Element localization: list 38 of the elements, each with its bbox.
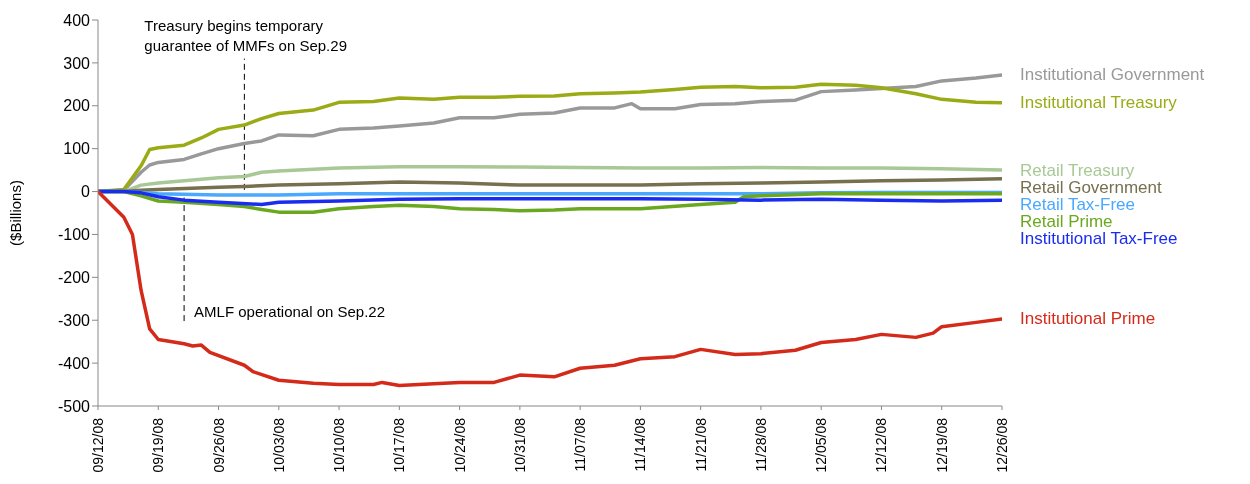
ref-line-label: AMLF operational on Sep.22 — [194, 303, 386, 321]
series-label: Institutional Tax-Free — [1020, 228, 1178, 248]
series-label: Institutional Prime — [1020, 309, 1156, 329]
y-tick-label: 300 — [63, 54, 91, 72]
x-tick-label: 12/26/08 — [994, 417, 1010, 473]
x-tick-label: 09/19/08 — [150, 417, 167, 473]
series-label: Institutional Treasury — [1020, 93, 1178, 113]
y-tick-label: -200 — [57, 269, 91, 287]
x-tick-label: 09/26/08 — [210, 417, 227, 473]
ref-line-label: Treasury begins temporary guarantee of MMFs on Sep.29 — [144, 16, 347, 54]
y-tick-label: 400 — [63, 11, 91, 29]
y-tick-label: 200 — [63, 97, 91, 115]
y-tick-label: -400 — [57, 354, 91, 372]
x-tick-label: 09/12/08 — [90, 417, 106, 473]
x-tick-label: 11/21/08 — [692, 417, 709, 472]
y-tick-label: -500 — [57, 397, 91, 415]
y-tick-label: -100 — [57, 226, 91, 244]
x-tick-label: 10/31/08 — [511, 417, 528, 473]
line-series — [98, 189, 1002, 388]
series-label: Retail Tax-Free — [1020, 194, 1135, 214]
series-label: Retail Treasury — [1020, 160, 1135, 180]
line-series — [98, 189, 1002, 207]
x-tick-label: 12/12/08 — [873, 417, 890, 473]
x-tick-label: 10/17/08 — [391, 417, 408, 473]
x-tick-label: 10/24/08 — [451, 417, 468, 473]
x-tick-label: 10/10/08 — [331, 417, 348, 473]
x-tick-label: 11/14/08 — [632, 417, 649, 472]
y-axis-title: ($Billions) — [7, 180, 25, 246]
y-tick-label: -300 — [57, 311, 91, 329]
series-label: Institutional Government — [1020, 65, 1205, 85]
x-tick-label: 11/07/08 — [572, 417, 589, 472]
x-tick-label: 12/19/08 — [933, 417, 950, 473]
y-tick-label: 100 — [63, 140, 91, 158]
series-label: Retail Prime — [1020, 211, 1113, 231]
y-tick-label: 0 — [81, 183, 91, 201]
x-tick-label: 12/05/08 — [813, 417, 830, 473]
x-tick-label: 11/28/08 — [752, 417, 769, 472]
x-tick-label: 10/03/08 — [270, 417, 287, 473]
